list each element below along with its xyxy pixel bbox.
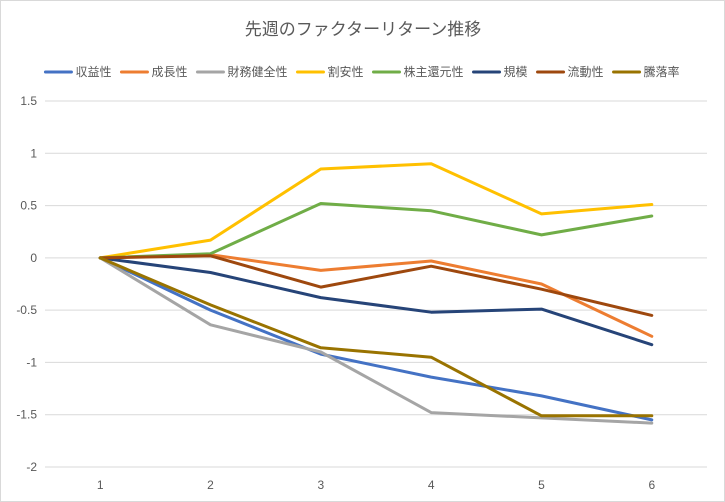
series-line-5 xyxy=(98,202,654,260)
legend-label: 財務健全性 xyxy=(227,64,287,79)
legend-label: 規模 xyxy=(504,64,528,79)
legend-label: 株主還元性 xyxy=(404,64,464,79)
series-line-3 xyxy=(98,256,654,425)
legend-label: 成長性 xyxy=(151,65,187,79)
legend-label: 収益性 xyxy=(75,65,111,79)
y-axis-tick-labels: 1.5 1 0.5 0 -0.5 -1 -1.5 -2 xyxy=(16,94,37,474)
x-tick-label: 6 xyxy=(648,478,655,492)
y-tick-label: 1 xyxy=(30,146,37,160)
series-line-4 xyxy=(98,162,654,260)
y-tick-label: 0 xyxy=(30,251,37,265)
y-tick-label: 1.5 xyxy=(20,94,37,108)
y-tick-label: -1.5 xyxy=(16,408,37,422)
legend-label: 騰落率 xyxy=(644,64,680,79)
x-tick-label: 3 xyxy=(317,478,324,492)
y-tick-label: 0.5 xyxy=(20,199,37,213)
legend: 収益性 成長性 財務健全性 割安性 株主還元性 規模 流動性 騰落率 xyxy=(43,64,680,79)
legend-label: 割安性 xyxy=(327,64,363,79)
series-lines xyxy=(98,162,654,425)
x-tick-label: 2 xyxy=(207,478,214,492)
series-line-1 xyxy=(98,256,654,422)
x-axis-tick-labels: 1 2 3 4 5 6 xyxy=(97,478,656,492)
x-tick-label: 1 xyxy=(97,478,104,492)
legend-label: 流動性 xyxy=(568,65,604,79)
x-tick-label: 4 xyxy=(428,478,435,492)
y-tick-label: -1 xyxy=(26,355,37,369)
chart-title: 先週のファクターリターン推移 xyxy=(245,20,481,40)
y-tick-label: -0.5 xyxy=(16,303,37,317)
series-line-6 xyxy=(98,256,654,347)
series-line-7 xyxy=(98,254,654,317)
x-tick-label: 5 xyxy=(538,478,545,492)
series-line-8 xyxy=(98,256,654,418)
y-tick-label: -2 xyxy=(26,460,37,474)
